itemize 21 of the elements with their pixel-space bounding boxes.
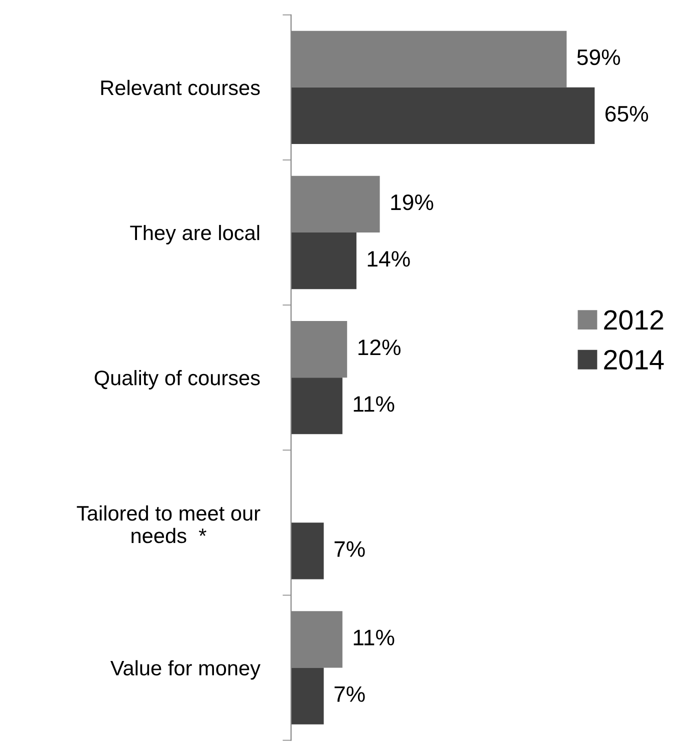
bar [291,232,356,290]
bar [291,378,342,434]
y-tick-label: Quality of courses [94,370,260,390]
data-label: 7% [334,541,365,557]
bar [291,522,324,580]
y-tick-label: Tailored to meet our needs * [76,505,260,544]
legend-label: 2012 [604,310,664,330]
data-label: 14% [368,251,410,267]
y-tick-label: Value for money [110,660,260,680]
data-label: 19% [391,194,434,210]
bar [291,668,324,724]
bar [291,87,595,144]
data-label: 65% [606,106,648,122]
data-label: 11% [354,630,394,646]
data-label: 12% [358,340,401,356]
legend-label: 2014 [604,350,664,370]
data-label: 59% [577,49,620,66]
data-label: 7% [334,686,365,702]
data-label: 11% [354,396,394,412]
y-tick-label: Relevant courses [101,80,260,96]
y-tick-label: They are local [130,224,260,244]
